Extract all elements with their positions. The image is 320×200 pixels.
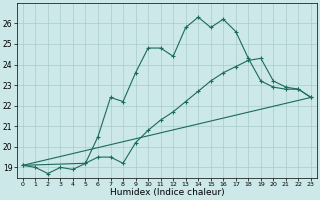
X-axis label: Humidex (Indice chaleur): Humidex (Indice chaleur): [109, 188, 224, 197]
